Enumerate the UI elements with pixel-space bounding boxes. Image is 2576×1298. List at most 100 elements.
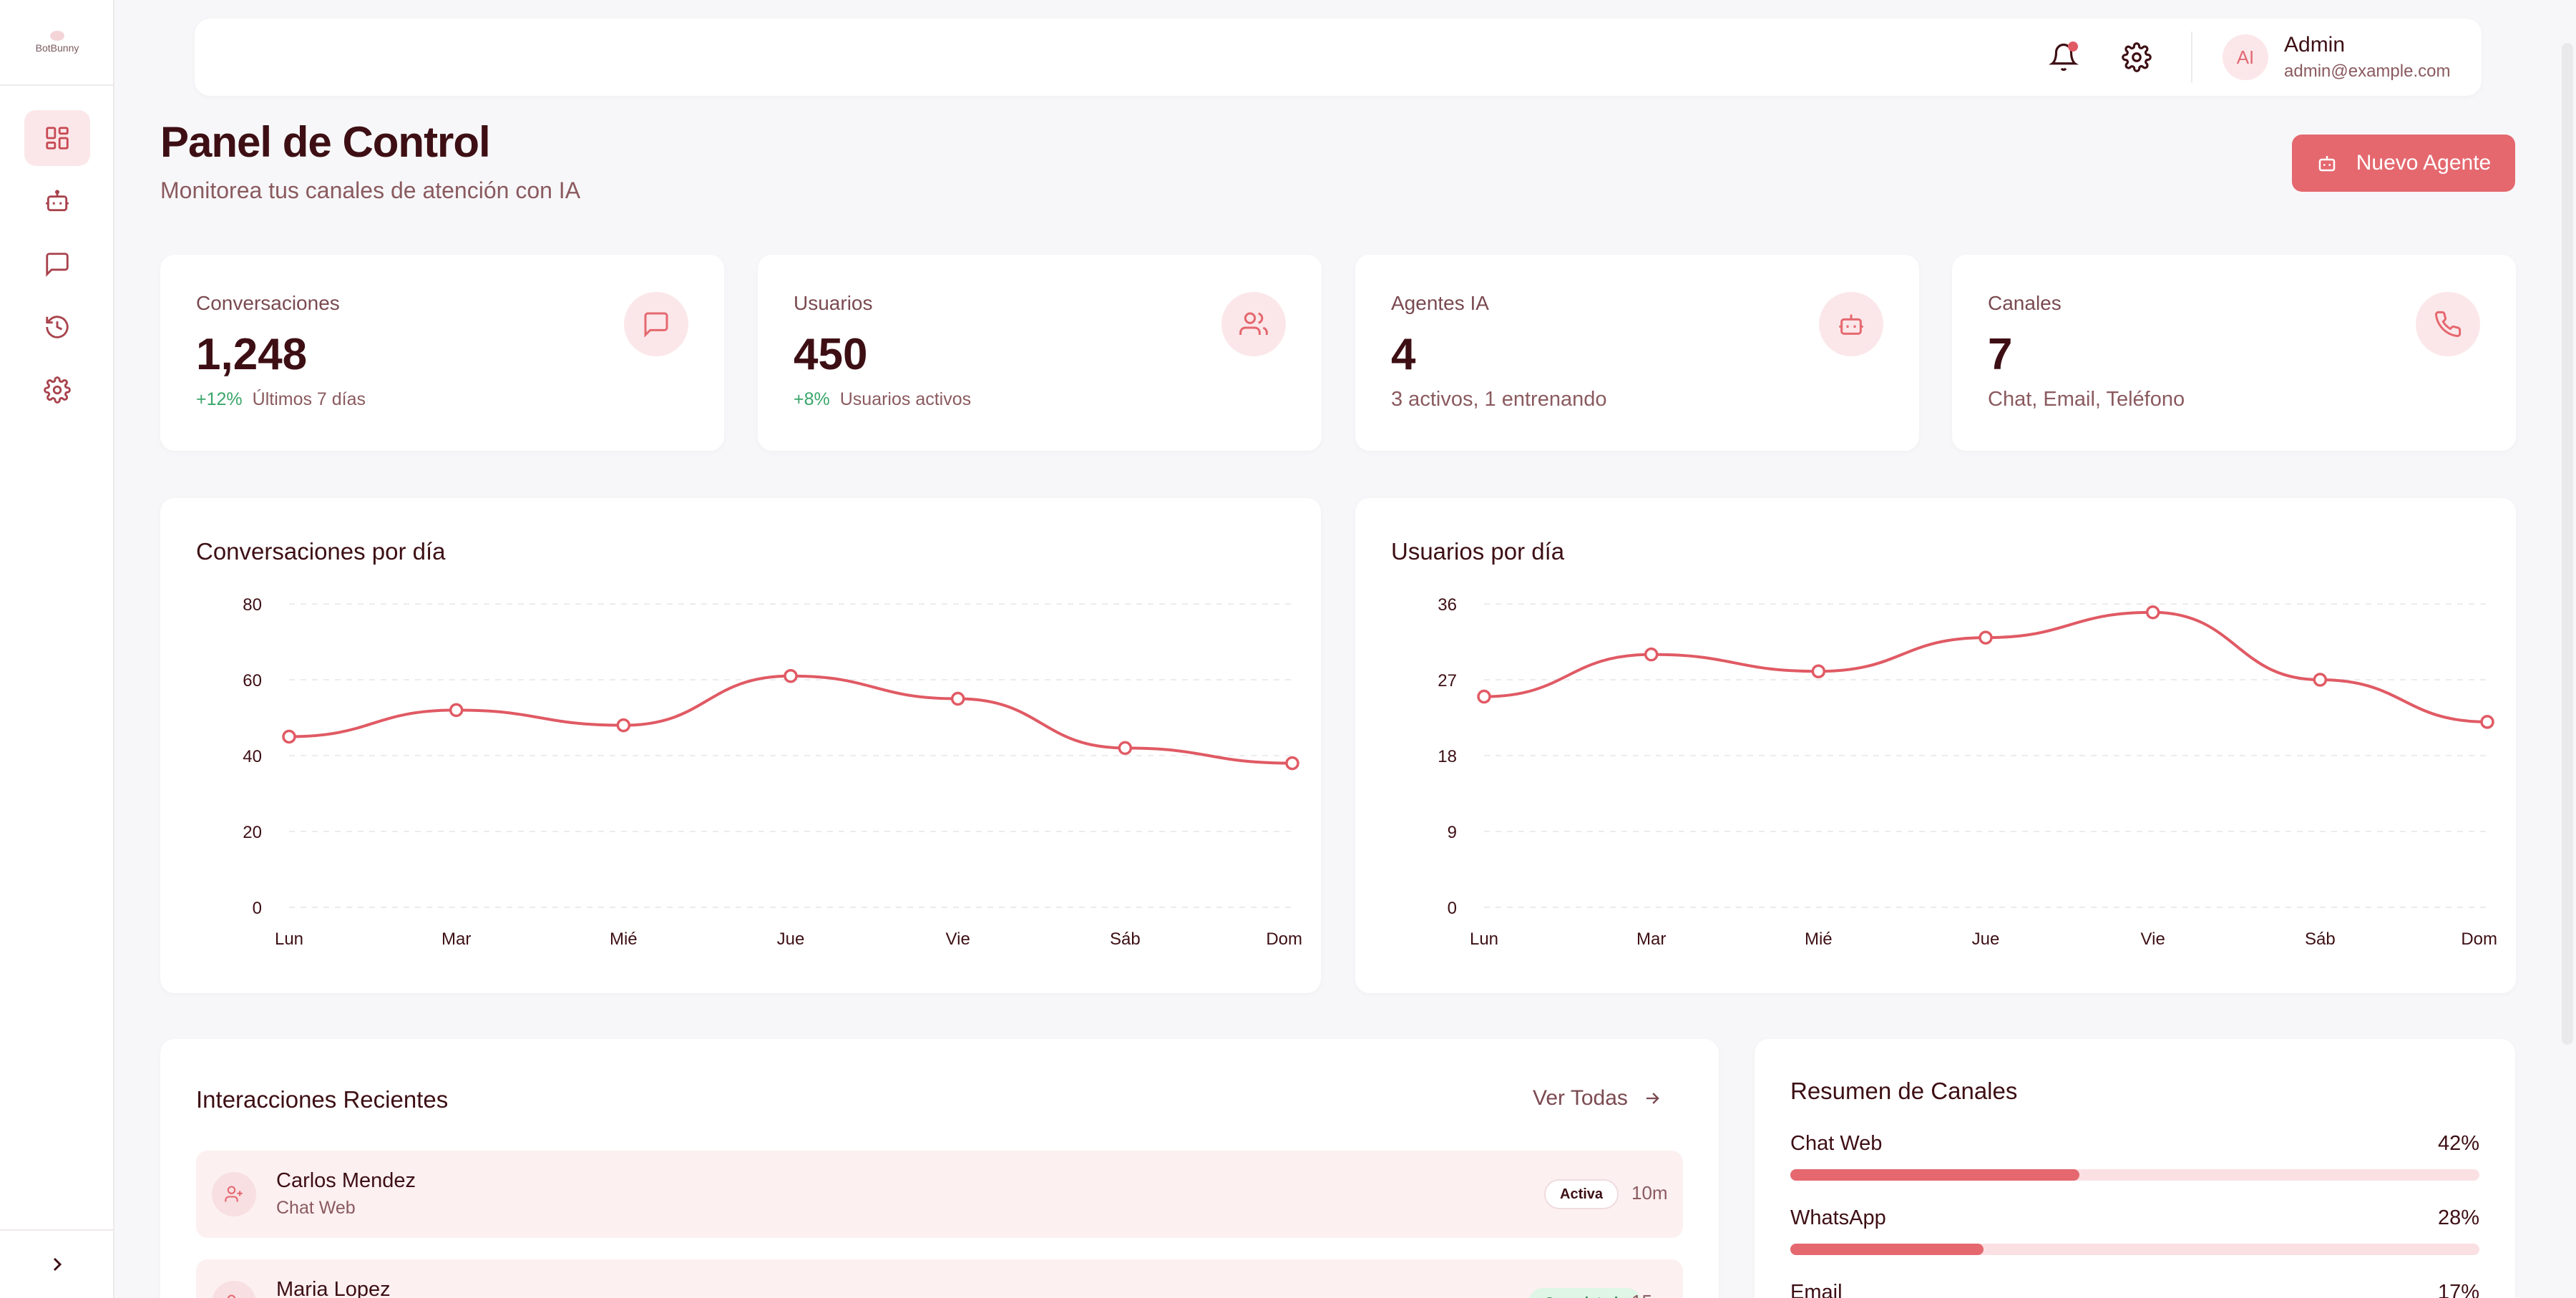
stat-value: 450 (794, 330, 868, 379)
user-plus-icon (227, 1294, 236, 1298)
data-point[interactable] (950, 691, 965, 706)
time-ago: 10m (1631, 1182, 1668, 1204)
x-tick-label: Vie (2141, 929, 2165, 949)
data-point[interactable] (1979, 630, 1993, 645)
view-all-link[interactable]: Ver Todas (1533, 1086, 1662, 1111)
user-email: admin@example.com (2284, 62, 2451, 81)
user-name: Admin (2284, 33, 2346, 57)
status-badge: Activa (1544, 1179, 1619, 1209)
sidebar-collapse-button[interactable] (0, 1229, 114, 1298)
y-tick-label: 18 (1438, 747, 1457, 766)
x-tick-label: Sáb (2305, 929, 2336, 949)
chart-card-conversations: Conversaciones por día 0 20 40 60 80 Lun Mar Mi… (160, 498, 1321, 993)
x-tick-label: Dom (1266, 929, 1302, 949)
x-tick-label: Vie (946, 929, 970, 949)
new-agent-button[interactable]: Nuevo Agente (2292, 135, 2515, 192)
data-point[interactable] (282, 729, 296, 744)
stat-trend: +12% (196, 389, 243, 409)
stat-sub-text: Usuarios activos (839, 389, 972, 409)
stat-value: 7 (1988, 330, 2013, 379)
dashboard-icon (46, 127, 69, 150)
x-tick-label: Dom (2461, 929, 2497, 949)
x-tick-label: Lun (1470, 929, 1498, 949)
settings-button[interactable] (2119, 40, 2154, 74)
data-point[interactable] (1285, 756, 1299, 771)
view-all-label: Ver Todas (1533, 1086, 1628, 1110)
data-point[interactable] (449, 703, 464, 718)
stat-label: Usuarios (794, 292, 873, 314)
logo[interactable]: BotBunny (0, 0, 114, 86)
stat-trend: +8% (794, 389, 830, 409)
arrow-right-icon (1646, 1093, 1659, 1104)
bot-icon (2318, 156, 2335, 172)
sidebar-item-conversations[interactable] (24, 236, 90, 292)
channel-percent: 17% (2437, 1281, 2479, 1298)
list-item[interactable]: Maria Lopez Completada 15m (196, 1259, 1683, 1298)
data-point[interactable] (616, 718, 631, 733)
bot-icon (1839, 314, 1863, 335)
chevron-right-icon (53, 1257, 62, 1272)
x-tick-label: Mié (610, 929, 638, 949)
list-item[interactable]: Carlos Mendez Chat Web Activa 10m (196, 1151, 1683, 1238)
series-line (288, 674, 1293, 765)
data-point[interactable] (2145, 605, 2160, 620)
stat-card-agents: Agentes IA 4 3 activos, 1 entrenando (1355, 255, 1919, 451)
x-tick-label: Mié (1805, 929, 1833, 949)
logo-text: BotBunny (35, 42, 79, 54)
notifications-button[interactable] (2046, 40, 2081, 74)
gear-icon (44, 376, 71, 404)
sidebar-item-agents[interactable] (24, 173, 90, 229)
series-line (1483, 610, 2488, 723)
page-scrollbar[interactable] (2562, 43, 2573, 1045)
data-point[interactable] (2313, 673, 2328, 687)
topbar-divider (2191, 31, 2192, 83)
stat-sub: +8% Usuarios activos (794, 389, 971, 410)
channel-progress-track (1790, 1244, 2479, 1255)
bell-icon (2049, 44, 2079, 71)
stat-icon-badge (1221, 292, 1286, 356)
users-line-chart: 0 9 18 27 36 Lun Mar Mié Jue Vie Sáb Dom (1438, 595, 2497, 949)
user-plus-icon (225, 1186, 243, 1202)
avatar[interactable]: AI (2223, 34, 2268, 80)
y-tick-label: 40 (243, 747, 262, 766)
sidebar-item-settings[interactable] (24, 362, 90, 418)
logo-icon (50, 31, 64, 41)
data-point[interactable] (1118, 741, 1133, 756)
y-tick-label: 0 (253, 899, 262, 918)
stat-sub-text: Últimos 7 días (252, 389, 366, 409)
sidebar-item-history[interactable] (24, 299, 90, 355)
new-agent-label: Nuevo Agente (2356, 151, 2492, 175)
x-tick-label: Jue (1972, 929, 2000, 949)
data-point[interactable] (1644, 647, 1659, 662)
sidebar: BotBunny (0, 0, 114, 1298)
y-tick-label: 20 (243, 823, 262, 842)
notification-dot (2068, 42, 2078, 52)
contact-name: Maria Lopez (276, 1278, 391, 1298)
stat-sub: +12% Últimos 7 días (196, 389, 366, 410)
stat-label: Canales (1988, 292, 2062, 314)
history-icon (46, 316, 69, 338)
channel-name: Chat Web (1790, 1132, 1883, 1155)
stat-label: Agentes IA (1391, 292, 1489, 314)
stat-label: Conversaciones (196, 292, 340, 314)
sidebar-item-dashboard[interactable] (24, 110, 90, 166)
stat-value: 4 (1391, 330, 1416, 379)
page-title: Panel de Control (160, 118, 491, 166)
message-icon (644, 312, 668, 338)
x-tick-label: Lun (275, 929, 303, 949)
x-tick-label: Mar (1636, 929, 1666, 949)
stat-card-conversations: Conversaciones 1,248 +12% Últimos 7 días (160, 255, 724, 451)
stat-sub-text: Chat, Email, Teléfono (1988, 388, 2185, 411)
channel-summary-card: Resumen de Canales Chat Web 42% WhatsApp… (1755, 1039, 2515, 1298)
data-point[interactable] (1477, 689, 1491, 704)
channel-percent: 28% (2437, 1206, 2479, 1229)
data-point[interactable] (2480, 715, 2494, 729)
data-point[interactable] (784, 668, 798, 683)
status-badge: Completada (1528, 1288, 1642, 1298)
data-point[interactable] (1811, 664, 1826, 678)
recent-interactions-card: Interacciones Recientes Ver Todas Carlos… (160, 1039, 1719, 1298)
stat-icon-badge (2416, 292, 2480, 356)
message-icon (46, 253, 69, 277)
phone-icon (2435, 311, 2462, 337)
chart-title: Usuarios por día (1391, 538, 1565, 565)
